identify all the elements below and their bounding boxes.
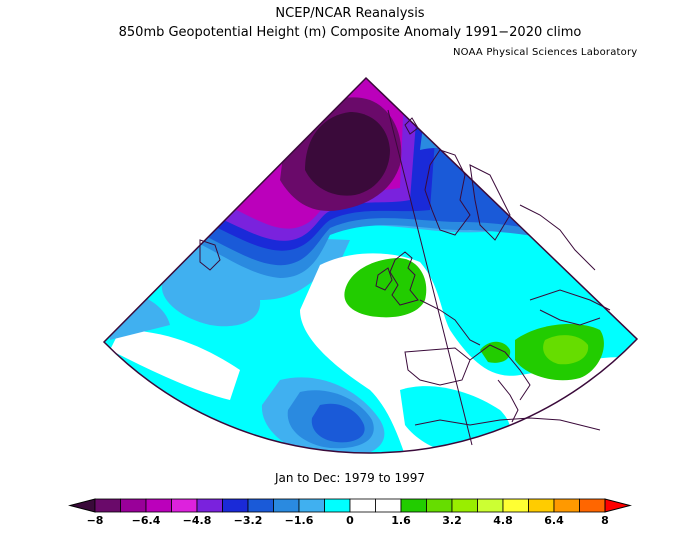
credit-label: NOAA Physical Sciences Laboratory	[453, 47, 638, 58]
colorbar-cell	[426, 498, 453, 513]
colorbar-tick-label: 8	[601, 514, 609, 527]
colorbar-tick-label: −1.6	[284, 514, 314, 527]
colorbar-cell	[196, 498, 223, 513]
colorbar-cell	[273, 498, 300, 513]
colorbar-tick-label: −4.8	[182, 514, 212, 527]
colorbar-cell	[171, 498, 198, 513]
colorbar-cell	[222, 498, 249, 513]
colorbar-min-arrow	[68, 498, 96, 513]
colorbar-cell	[400, 498, 427, 513]
colorbar-cell	[94, 498, 121, 513]
map-frame	[102, 76, 639, 454]
colorbar-cell	[120, 498, 147, 513]
colorbar-cell	[349, 498, 376, 513]
colorbar-tick-label: 6.4	[544, 514, 564, 527]
colorbar-cell	[528, 498, 555, 513]
colorbar-tick-label: 3.2	[442, 514, 462, 527]
colorbar-tick-label: 0	[346, 514, 354, 527]
colorbar-cell	[451, 498, 478, 513]
colorbar-cell	[553, 498, 580, 513]
graticule	[387, 109, 473, 446]
colorbar-cells	[68, 498, 632, 513]
colorbar-cell	[298, 498, 325, 513]
colorbar-cell	[502, 498, 529, 513]
page-subtitle: 850mb Geopotential Height (m) Composite …	[118, 25, 582, 40]
colorbar-max-arrow	[604, 498, 632, 513]
colorbar-tick-label: −8	[86, 514, 104, 527]
time-period: Jan to Dec: 1979 to 1997	[274, 471, 425, 485]
colorbar-tick-label: 1.6	[391, 514, 411, 527]
colorbar-cell	[145, 498, 172, 513]
coastlines	[199, 117, 611, 431]
colorbar-tick-label: −3.2	[233, 514, 263, 527]
colorbar-cell	[324, 498, 351, 513]
colorbar-cell	[375, 498, 402, 513]
colorbar-cell	[579, 498, 606, 513]
colorbar-tick-label: 4.8	[493, 514, 513, 527]
colorbar-tick-label: −6.4	[131, 514, 161, 527]
colorbar-cell	[477, 498, 504, 513]
page-title: NCEP/NCAR Reanalysis	[275, 6, 425, 21]
colorbar-cell	[247, 498, 274, 513]
